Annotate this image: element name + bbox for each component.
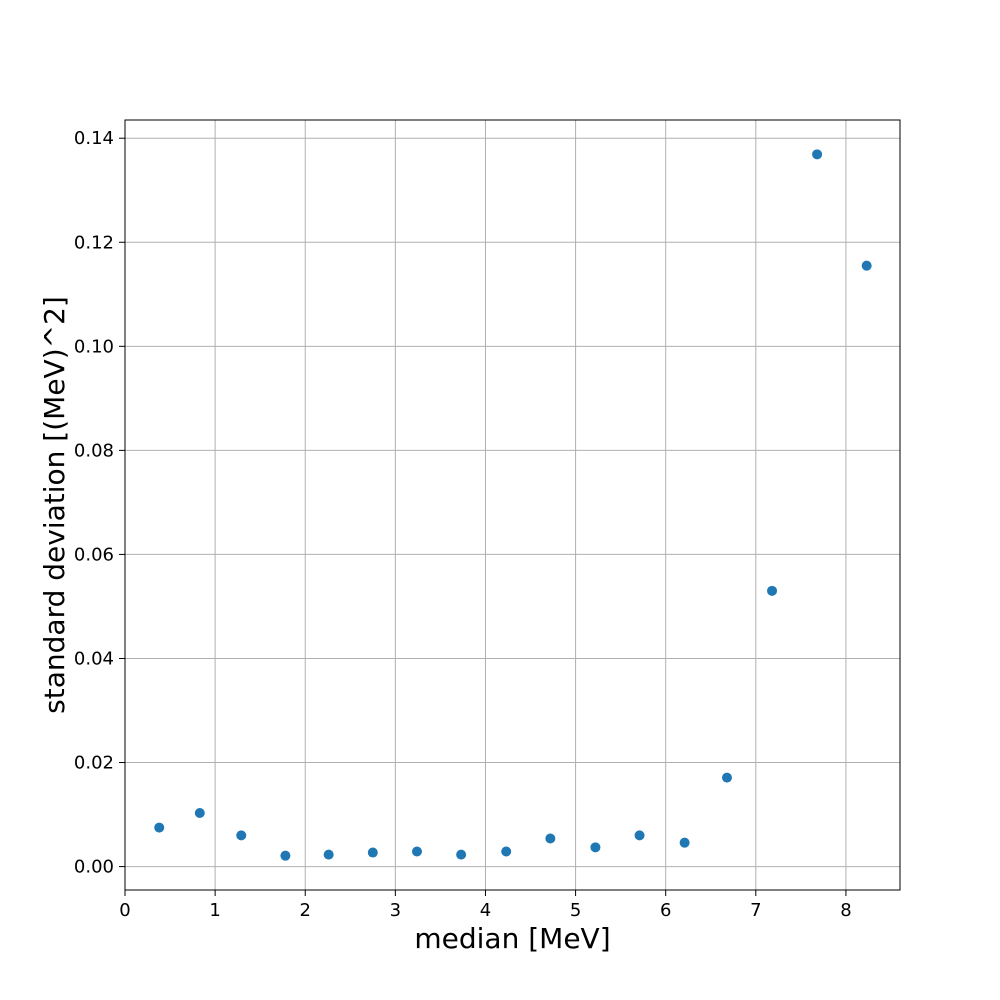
y-tick-label: 0.14 xyxy=(74,128,114,149)
data-point xyxy=(679,837,690,848)
data-point xyxy=(367,847,378,858)
x-tick-label: 1 xyxy=(209,900,220,921)
y-tick-label: 0.04 xyxy=(74,648,114,669)
data-point xyxy=(721,772,732,783)
data-point xyxy=(634,830,645,841)
y-tick-label: 0.10 xyxy=(74,336,114,357)
y-tick-label: 0.12 xyxy=(74,232,114,253)
data-point xyxy=(194,808,205,818)
x-tick-label: 7 xyxy=(750,900,761,921)
x-axis-title: median [MeV] xyxy=(414,922,610,955)
data-point xyxy=(590,842,601,853)
data-point xyxy=(280,850,291,861)
data-point xyxy=(767,585,778,596)
y-axis-title: standard deviation [(MeV)^2] xyxy=(38,296,71,714)
x-tick-label: 4 xyxy=(480,900,491,921)
data-point xyxy=(861,260,872,271)
data-point xyxy=(812,149,823,160)
data-point xyxy=(236,830,247,841)
y-tick-label: 0.00 xyxy=(74,857,114,878)
plot-area-frame xyxy=(124,119,901,891)
axis-ticks: 0 1 2 3 4 5 6 7 8 0.00 0.02 0.04 0.06 0.08 0.10 0.12 0.1… xyxy=(74,128,852,921)
x-tick-label: 8 xyxy=(840,900,851,921)
data-point xyxy=(411,846,422,857)
x-tick-label: 6 xyxy=(660,900,671,921)
data-point xyxy=(323,849,334,860)
x-tick-label: 5 xyxy=(570,900,581,921)
y-tick-label: 0.08 xyxy=(74,440,114,461)
data-point xyxy=(501,846,512,857)
grid xyxy=(124,120,900,890)
data-points xyxy=(154,149,872,861)
x-tick-label: 2 xyxy=(300,900,311,921)
y-tick-label: 0.02 xyxy=(74,753,114,774)
y-tick-label: 0.06 xyxy=(74,544,114,565)
x-tick-label: 3 xyxy=(390,900,401,921)
x-tick-label: 0 xyxy=(119,900,130,921)
data-point xyxy=(456,849,467,860)
data-point xyxy=(154,822,165,833)
data-point xyxy=(545,833,556,844)
